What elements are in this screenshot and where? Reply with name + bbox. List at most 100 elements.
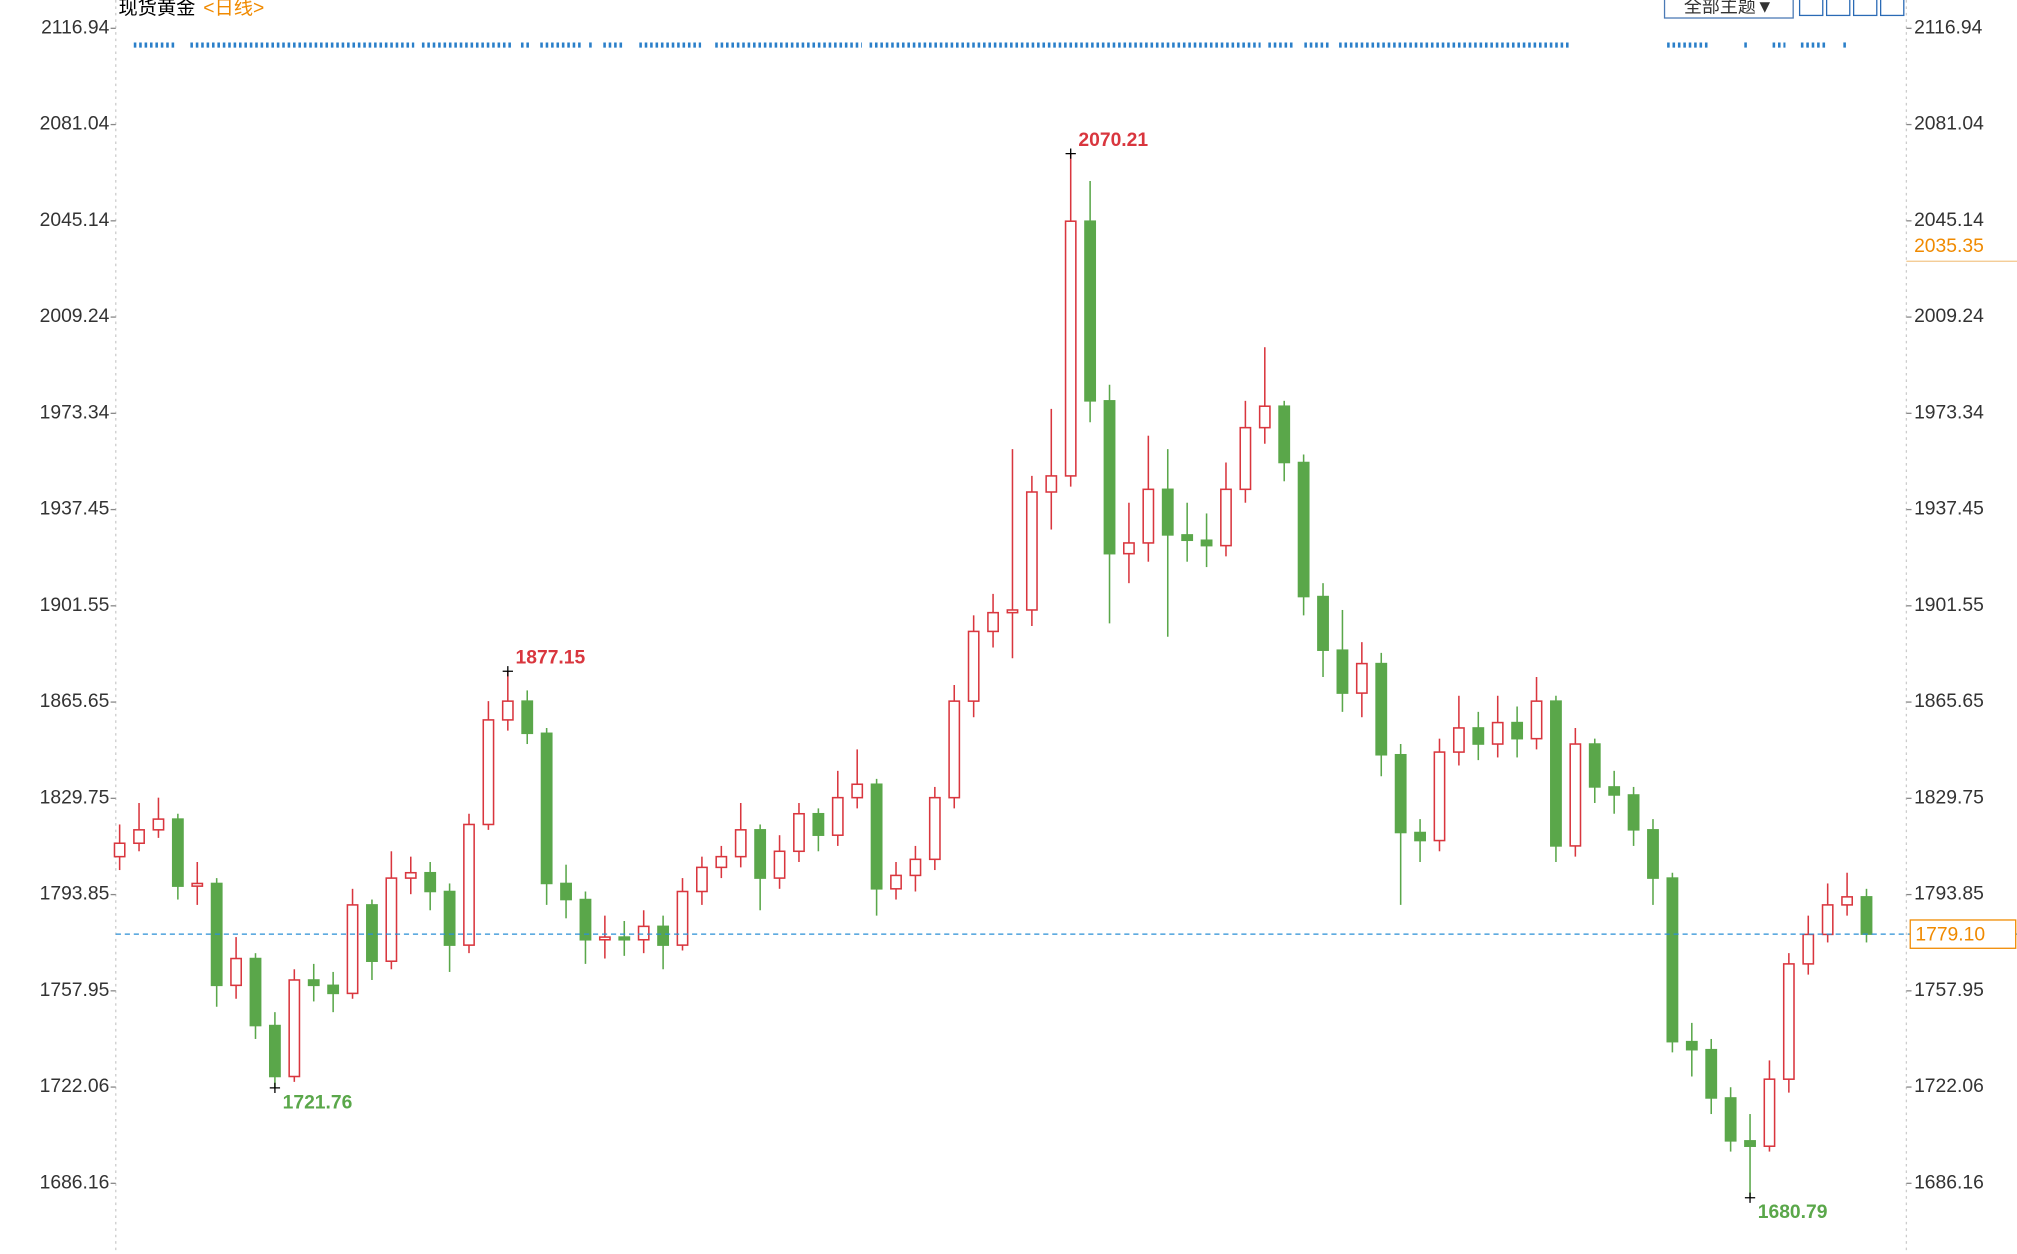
candle-body (521, 700, 534, 735)
candle-body (657, 925, 670, 946)
y2-tick-label: 1829.75 (1914, 787, 1984, 808)
y2-tick-label: 1686.16 (1914, 1172, 1984, 1193)
candle-body (1511, 721, 1524, 740)
candle-body (1355, 662, 1368, 694)
candle-body (501, 700, 514, 721)
candle-body (1841, 896, 1854, 906)
y2-tick-label: 2009.24 (1914, 306, 1984, 327)
candle-body (754, 829, 767, 879)
candle-body (948, 700, 961, 799)
candle-body (1763, 1078, 1776, 1147)
y-tick-label: 1937.45 (40, 499, 110, 520)
y2-tick-label: 1937.45 (1914, 499, 1984, 520)
candle-body (1336, 649, 1349, 694)
candle-body (1744, 1140, 1756, 1147)
candle-body (482, 719, 495, 826)
candle-body (1258, 405, 1271, 429)
candle-body (560, 882, 572, 901)
candle-body (1200, 539, 1213, 547)
candle-body (1550, 700, 1562, 847)
candle-body (987, 611, 999, 633)
y-tick-label: 1901.55 (40, 595, 110, 616)
candle-body (346, 904, 359, 995)
candle-body (637, 925, 650, 941)
candle-body (113, 842, 126, 858)
candle-body (191, 882, 204, 887)
candle-body (133, 829, 145, 845)
candle-body (676, 890, 689, 946)
marker-price-label: 2035.35 (1914, 236, 1984, 257)
candle-body (1045, 475, 1058, 493)
y-tick-label: 1973.34 (40, 402, 110, 423)
y2-tick-label: 1793.85 (1914, 884, 1984, 905)
y-tick-label: 1757.95 (40, 980, 110, 1001)
candle-body (1530, 700, 1543, 740)
candle-body (249, 957, 262, 1027)
candle-body (579, 898, 592, 941)
candle-body (1433, 751, 1446, 842)
candle-body (1123, 542, 1135, 555)
extreme-cross (269, 1082, 281, 1094)
y2-tick-label: 2116.94 (1914, 17, 1983, 38)
chart-subtitle[interactable]: <日线> (203, 0, 264, 19)
candle-body (1394, 753, 1407, 834)
candle-body (366, 904, 378, 962)
extreme-cross (1065, 148, 1076, 159)
candle-body (1860, 896, 1873, 935)
candle-body (1452, 727, 1465, 753)
candle-body (1317, 595, 1329, 651)
candle-body (230, 957, 243, 987)
candle-body (831, 796, 844, 836)
candle-body (385, 877, 398, 962)
candle-body (1414, 831, 1426, 842)
candle-body (1705, 1048, 1718, 1099)
candle-body (307, 979, 320, 987)
candle-body (696, 866, 708, 893)
candle-body (928, 796, 941, 861)
candle-body (1627, 794, 1640, 831)
y2-tick-label: 1901.55 (1914, 595, 1984, 616)
candle-body (1647, 829, 1659, 879)
candle-body (288, 979, 301, 1078)
candle-body (909, 858, 922, 877)
candle-body (618, 936, 631, 941)
candle-body (598, 936, 611, 941)
candle-body (424, 871, 437, 893)
candle-body (890, 874, 902, 890)
candle-body (1297, 461, 1310, 598)
price-label: 1779.10 (1915, 925, 1985, 946)
chart-title: 现货黄金 (118, 0, 195, 19)
candle-body (1802, 933, 1815, 965)
extreme-cross (502, 666, 513, 677)
y-tick-label: 1829.75 (40, 787, 110, 808)
y-tick-label: 1686.16 (40, 1172, 110, 1193)
candle-body (443, 890, 456, 946)
theme-button-box[interactable] (1663, 0, 1794, 19)
candle-body (1103, 400, 1116, 555)
candle-body (734, 829, 747, 858)
y2-tick-label: 2081.04 (1914, 114, 1984, 135)
candle-body (1608, 786, 1621, 796)
candle-body (1025, 491, 1038, 611)
candle-body (1588, 743, 1601, 788)
y-tick-label: 2116.94 (41, 17, 110, 38)
extreme-cross (1744, 1192, 1756, 1203)
candle-body (1142, 488, 1155, 544)
toolbar-icons[interactable] (1798, 0, 1905, 17)
candle-body (1084, 220, 1097, 402)
y2-tick-label: 1865.65 (1914, 691, 1984, 712)
candle-body (1375, 662, 1388, 756)
y2-tick-label: 1722.06 (1914, 1076, 1984, 1097)
y-tick-label: 1865.65 (40, 691, 110, 712)
candle-body (1666, 877, 1679, 1043)
candle-body (715, 855, 728, 869)
candle-body (793, 812, 805, 853)
candle-body (404, 871, 417, 879)
candle-body (152, 818, 165, 831)
theme-button[interactable]: 全部主题▼ (1684, 0, 1774, 16)
candle-body (463, 823, 475, 946)
high-label: 1877.15 (516, 647, 586, 668)
high-label: 2070.21 (1078, 130, 1148, 151)
